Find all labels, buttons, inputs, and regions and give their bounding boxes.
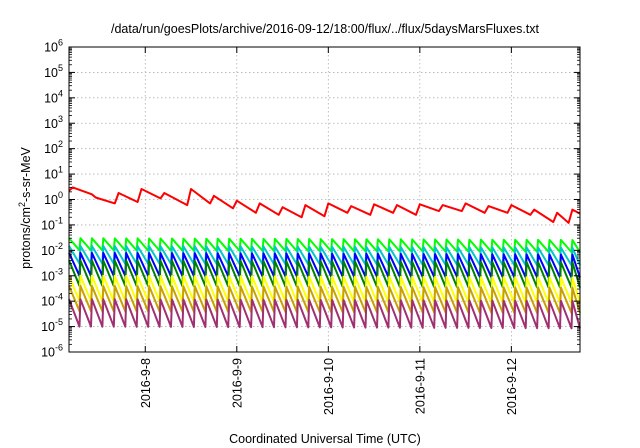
y-tick-label-exponent: 1	[58, 165, 63, 175]
y-tick-label-base: 10	[41, 346, 55, 360]
x-tick-label: 2016-9-9	[230, 358, 244, 408]
y-axis-label: protons/cm2-s-sr-MeV	[17, 146, 33, 268]
x-axis-label: Coordinated Universal Time (UTC)	[229, 432, 421, 446]
x-tick-label: 2016-9-8	[139, 358, 153, 408]
y-tick-label-base: 10	[44, 168, 58, 182]
x-tick-label: 2016-9-10	[322, 358, 336, 415]
y-axis-label-prefix: protons/cm	[19, 207, 33, 269]
y-tick-label-exponent: 2	[58, 139, 63, 149]
series-line-4	[68, 259, 581, 289]
y-tick-label: 10-2	[41, 241, 63, 258]
y-tick-label: 10-6	[41, 343, 63, 360]
x-axis: 2016-9-8 2016-9-9 2016-9-10 2016-9-11 2016-9…	[139, 47, 519, 415]
y-tick-label: 105	[44, 63, 63, 80]
y-tick-label: 100	[44, 190, 63, 207]
y-tick-label-base: 10	[44, 91, 58, 105]
x-tick-label: 2016-9-11	[413, 358, 427, 414]
y-tick-label: 10-1	[41, 215, 63, 232]
y-tick-label-exponent: 3	[58, 114, 63, 124]
y-tick-label: 106	[44, 38, 63, 55]
y-tick-label-exponent: 4	[58, 88, 63, 98]
y-tick-label-exponent: -6	[55, 343, 63, 353]
y-tick-label: 104	[44, 88, 63, 105]
y-tick-label-exponent: -5	[55, 317, 63, 327]
y-tick-label-base: 10	[41, 218, 55, 232]
y-tick-label-exponent: 0	[58, 190, 63, 200]
y-tick-label-exponent: -4	[55, 292, 63, 302]
y-tick-label-base: 10	[41, 269, 55, 283]
y-tick-label: 101	[44, 165, 63, 182]
y-tick-label-exponent: -3	[55, 266, 63, 276]
y-tick-label-exponent: -2	[55, 241, 63, 251]
series-line-0	[68, 186, 581, 224]
series-line-6	[68, 284, 581, 314]
grid	[69, 47, 580, 352]
series-line-5	[68, 274, 581, 304]
x-tick-label: 2016-9-12	[505, 358, 519, 415]
y-tick-label: 103	[44, 114, 63, 131]
y-tick-label: 10-5	[41, 317, 63, 334]
chart-title: /data/run/goesPlots/archive/2016-09-12/1…	[111, 22, 540, 36]
series-line-2	[68, 244, 581, 267]
series-line-3	[68, 251, 581, 279]
y-tick-label-base: 10	[44, 142, 58, 156]
series-line-7	[68, 298, 581, 330]
series-group	[68, 186, 581, 330]
y-axis-label-suffix: -s-sr-MeV	[19, 146, 33, 202]
y-tick-label-base: 10	[44, 117, 58, 131]
series-line-1	[68, 237, 581, 254]
y-tick-label: 10-3	[41, 266, 63, 283]
y-tick-label-base: 10	[44, 193, 58, 207]
y-tick-label-base: 10	[41, 295, 55, 309]
y-axis-label-sup: 2	[17, 202, 27, 207]
y-tick-label: 10-4	[41, 292, 63, 309]
y-tick-label-exponent: 5	[58, 63, 63, 73]
y-tick-label-exponent: 6	[58, 38, 63, 48]
y-tick-label-base: 10	[44, 66, 58, 80]
y-tick-label-base: 10	[41, 244, 55, 258]
y-tick-label-base: 10	[41, 320, 55, 334]
y-axis: 10-610-510-410-310-210-11001011021031041…	[41, 38, 580, 360]
y-tick-label-base: 10	[44, 41, 58, 55]
y-tick-label-exponent: -1	[55, 215, 63, 225]
y-tick-label: 102	[44, 139, 63, 156]
